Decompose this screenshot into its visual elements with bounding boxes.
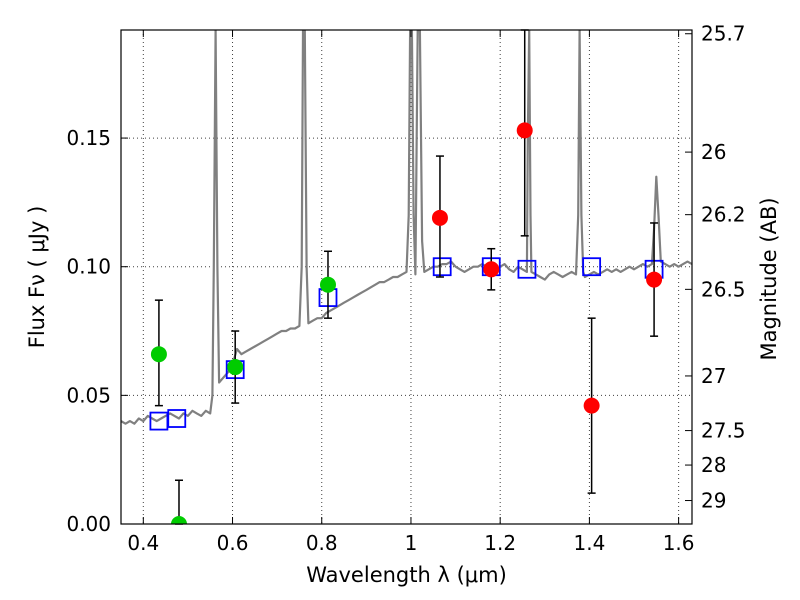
errorbars-layer xyxy=(154,29,659,525)
red-data-point xyxy=(646,271,663,288)
model-box xyxy=(517,259,537,279)
mag-tick-label: 27 xyxy=(701,364,726,388)
red-data-point xyxy=(483,261,500,278)
ticks-layer: 0.4 0.6 0.8 1 1.2 1.4 1.6 0.00 0.05 0.10 0.15 25.7 2… xyxy=(66,22,745,555)
x-tick-label: 1.4 xyxy=(573,531,605,555)
red-data-point xyxy=(583,397,600,414)
mag-tick-label: 26.2 xyxy=(701,203,746,227)
mag-tick-label: 25.7 xyxy=(701,22,746,46)
y-tick-label: 0.00 xyxy=(66,512,111,536)
y-tick-label: 0.05 xyxy=(66,383,111,407)
x-tick-label: 1.2 xyxy=(484,531,516,555)
green-data-point xyxy=(227,359,244,376)
red-data-point xyxy=(431,209,448,226)
mag-tick-label: 29 xyxy=(701,489,726,513)
green-data-point xyxy=(319,276,336,293)
grid xyxy=(121,30,692,525)
red-data-point xyxy=(516,122,533,139)
x-tick-label: 1.6 xyxy=(663,531,695,555)
y2-axis-label: Magnitude (AB) xyxy=(757,197,781,360)
model-box xyxy=(167,409,187,428)
mag-tick-label: 28 xyxy=(701,453,726,477)
model-box xyxy=(432,257,452,277)
x-tick-label: 0.4 xyxy=(127,531,159,555)
data-points-layer xyxy=(150,122,663,524)
green-data-point xyxy=(170,516,187,524)
x-tick-label: 1 xyxy=(405,531,418,555)
green-data-point xyxy=(150,346,167,363)
y-tick-label: 0.10 xyxy=(66,255,111,279)
plot-frame xyxy=(120,29,693,525)
model-box xyxy=(582,257,602,277)
mag-tick-label: 26.5 xyxy=(701,277,746,301)
sed-template-layer xyxy=(121,30,692,425)
x-tick-label: 0.6 xyxy=(217,531,249,555)
y-axis-label: Flux Fν ( μJy ) xyxy=(25,206,49,349)
mag-tick-label: 26 xyxy=(701,140,726,164)
x-tick-label: 0.8 xyxy=(306,531,338,555)
y-tick-label: 0.15 xyxy=(66,126,111,150)
x-axis-label: Wavelength λ (μm) xyxy=(306,563,507,587)
mag-tick-label: 27.5 xyxy=(701,419,746,443)
sed-template-line xyxy=(121,30,692,425)
